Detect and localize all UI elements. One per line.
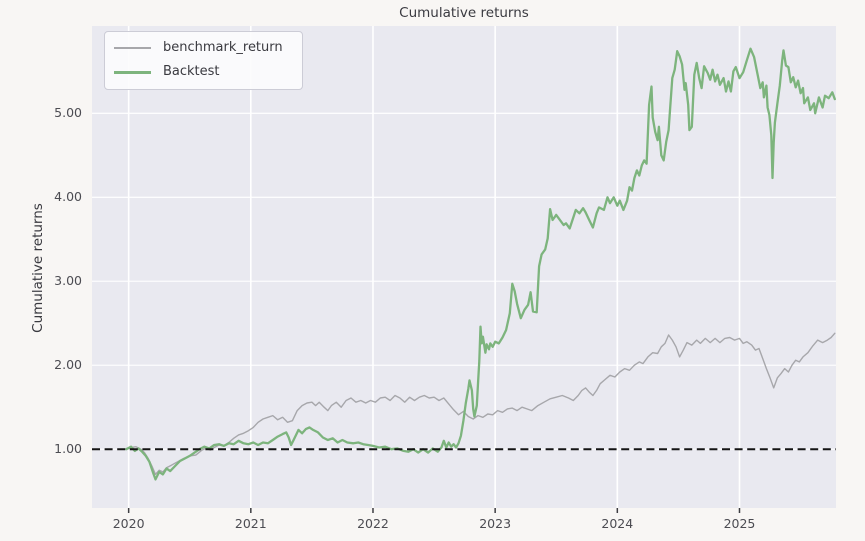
x-tick-label: 2022 <box>357 516 389 531</box>
y-tick-label: 3.00 <box>54 273 82 289</box>
legend-swatch-backtest <box>114 70 151 74</box>
legend-label-benchmark: benchmark_return <box>163 40 283 55</box>
y-tick-label: 2.00 <box>54 357 82 373</box>
x-tick-marks <box>127 508 741 513</box>
y-tick-label: 1.00 <box>54 441 82 457</box>
legend-swatch-benchmark <box>114 47 151 50</box>
gridlines <box>92 26 836 508</box>
y-tick-label: 5.00 <box>54 105 82 121</box>
y-tick-label: 4.00 <box>54 189 82 205</box>
series-lines <box>125 47 836 481</box>
legend-item-backtest: Backtest <box>114 63 292 80</box>
x-tick-label: 2020 <box>112 516 145 531</box>
legend-label-backtest: Backtest <box>163 63 220 79</box>
y-axis-label: Cumulative returns <box>30 203 46 333</box>
legend: benchmark_return Backtest <box>104 31 303 90</box>
x-tick-label: 2023 <box>479 516 512 531</box>
x-tick-label: 2021 <box>234 516 267 531</box>
series-benchmark_return-line <box>125 332 836 476</box>
plot-area <box>92 26 836 508</box>
series-Backtest-line <box>125 47 836 481</box>
x-tick-label: 2024 <box>601 516 634 531</box>
legend-item-benchmark: benchmark_return <box>114 40 292 56</box>
x-tick-label: 2025 <box>723 516 756 531</box>
chart-title: Cumulative returns <box>399 5 529 21</box>
